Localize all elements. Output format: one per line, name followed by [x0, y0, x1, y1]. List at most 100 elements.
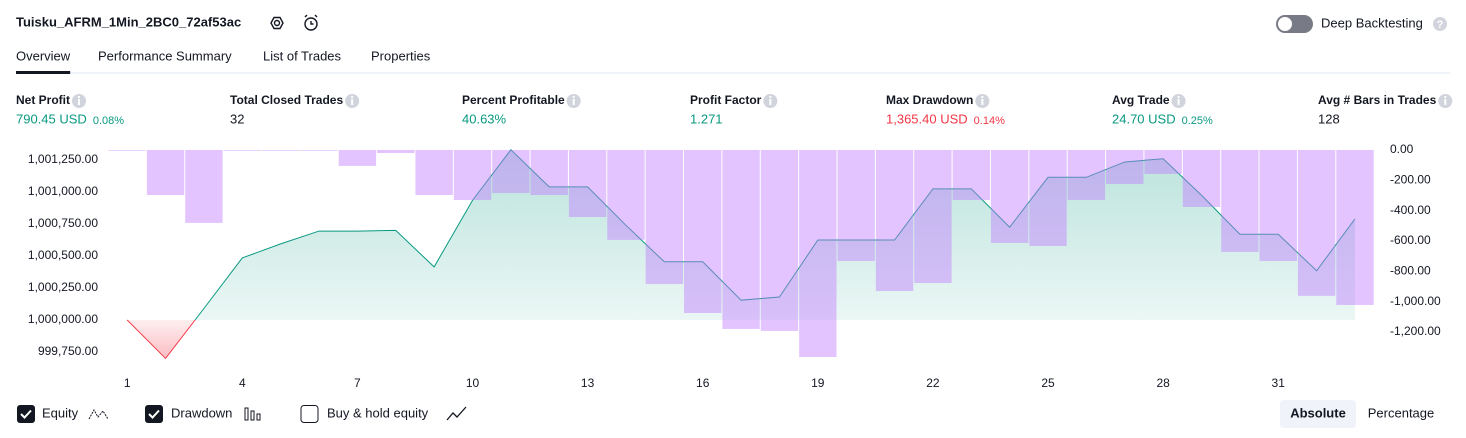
drawdown-bar: [1182, 149, 1221, 207]
drawdown-bar: [377, 149, 415, 154]
metric-value: 128: [1318, 111, 1340, 126]
metric-value: 1.271: [690, 111, 723, 126]
drawdown-bar: [722, 149, 760, 329]
metric-value: 790.45 USD: [16, 111, 87, 126]
drawdown-bar: [261, 149, 300, 151]
tab-underline: [16, 71, 71, 74]
tab[interactable]: List of Trades: [263, 48, 342, 63]
settings-center: [273, 19, 281, 27]
metric-label: Avg # Bars in Trades: [1318, 93, 1437, 107]
metric-percent: 0.14%: [974, 115, 1005, 127]
x-tick-label: 28: [1156, 376, 1170, 390]
equity-line: [126, 149, 1356, 360]
metric-label: Percent Profitable: [462, 93, 565, 107]
x-tick-label: 1: [124, 376, 131, 390]
x-tick-label: 22: [926, 376, 940, 390]
drawdown-bar: [453, 149, 492, 201]
metric-value: 24.70 USD: [1112, 111, 1176, 126]
drawdown-bar: [799, 149, 837, 357]
tab[interactable]: Overview: [16, 48, 71, 63]
drawdown-bar: [1067, 149, 1106, 201]
view-mode[interactable]: Percentage: [1368, 405, 1435, 420]
info-glyph: [572, 96, 575, 98]
metric-label: Profit Factor: [690, 93, 762, 107]
drawdown-bar: [760, 149, 799, 331]
drawdown-bar: [185, 149, 223, 223]
y-tick-label: 1,001,250.00: [28, 152, 98, 166]
drawdown-bar: [568, 149, 607, 218]
view-mode: Absolute: [1290, 405, 1346, 420]
alert-icon[interactable]: [304, 14, 318, 31]
drawdown-bar: [1029, 149, 1067, 246]
y-tick-label: 999,750.00: [38, 344, 98, 358]
strategy-title: Tuisku_AFRM_1Min_2BC0_72af53ac: [16, 14, 241, 29]
drawdown-bar: [1297, 149, 1336, 296]
chart: 999,750.00 1,000,000.00 1,000,250.00 1,000,…: [28, 142, 1441, 390]
metric-label: Avg Trade: [1112, 93, 1170, 107]
x-tick-label: 13: [581, 376, 595, 390]
info-glyph: [351, 99, 354, 105]
info-glyph: [981, 96, 984, 98]
metric-value: 1,365.40 USD: [886, 111, 968, 126]
info-glyph: [769, 99, 772, 105]
y2-tick-label: -800.00: [1390, 263, 1431, 277]
drawdown-checkbox[interactable]: [145, 405, 163, 423]
x-tick-label: 19: [811, 376, 825, 390]
x-tick-label: 25: [1041, 376, 1055, 390]
drawdown-bar: [914, 149, 952, 283]
y2-tick-label: -200.00: [1390, 172, 1431, 186]
x-tick-label: 7: [354, 376, 361, 390]
info-glyph: [78, 99, 80, 105]
info-glyph: [572, 99, 575, 105]
drawdown-bar: [837, 149, 875, 261]
tabs: Overview Performance Summary List of Trade…: [16, 48, 431, 74]
x-tick-label: 31: [1272, 376, 1286, 390]
check-mark: [20, 409, 32, 419]
metric-label: Max Drawdown: [886, 93, 973, 107]
y2-tick-label: 0.00: [1390, 142, 1414, 156]
absolute-button[interactable]: [1280, 400, 1356, 428]
x-tick-label: 16: [696, 376, 710, 390]
info-glyph: [1444, 99, 1447, 105]
metric-value: 32: [230, 111, 244, 126]
equity-checkbox[interactable]: [17, 405, 35, 423]
info-glyph: [769, 96, 772, 98]
info-glyph: [351, 96, 354, 98]
drawdown-icon: [244, 407, 261, 421]
settings-icon[interactable]: [270, 16, 284, 30]
drawdown-bar: [530, 149, 568, 196]
drawdown-bar: [990, 149, 1029, 243]
drawdown-bar: [1144, 149, 1182, 174]
alert-clock: [304, 17, 318, 31]
drawdown-bar: [338, 149, 377, 166]
help-icon[interactable]: [1433, 17, 1447, 31]
check-mark: [148, 409, 160, 419]
metric-percent: 0.08%: [93, 115, 124, 127]
drawdown-bar: [1259, 149, 1297, 261]
metric-label: Net Profit: [16, 93, 70, 107]
drawdown-bar: [645, 149, 684, 285]
y-tick-label: 1,000,500.00: [28, 248, 98, 262]
drawdown-bar: [415, 149, 453, 196]
metrics: Net Profit 790.45 USD 0.08% Total Closed Tr…: [16, 93, 1453, 127]
equity-icon: [88, 408, 109, 420]
drawdown-bar: [223, 149, 261, 151]
x-tick-label: 4: [239, 376, 246, 390]
alert-hands: [304, 14, 318, 25]
deep-backtesting-label: Deep Backtesting: [1321, 15, 1423, 30]
buy-hold-checkbox[interactable]: [300, 405, 319, 423]
y2-tick-label: -1,000.00: [1390, 294, 1441, 308]
y2-tick-label: -1,200.00: [1390, 324, 1441, 338]
y-tick-label: 1,000,250.00: [28, 280, 98, 294]
drawdown-bar: [108, 149, 146, 151]
info-glyph: [1177, 96, 1180, 98]
drawdown-bar: [952, 149, 990, 201]
drawdown-bar: [875, 149, 914, 292]
drawdown-bar: [300, 149, 338, 151]
metric-value: 40.63%: [462, 111, 507, 126]
tab[interactable]: Performance Summary: [98, 48, 232, 63]
tab[interactable]: Properties: [371, 48, 431, 63]
buy-hold-icon: [446, 406, 467, 421]
